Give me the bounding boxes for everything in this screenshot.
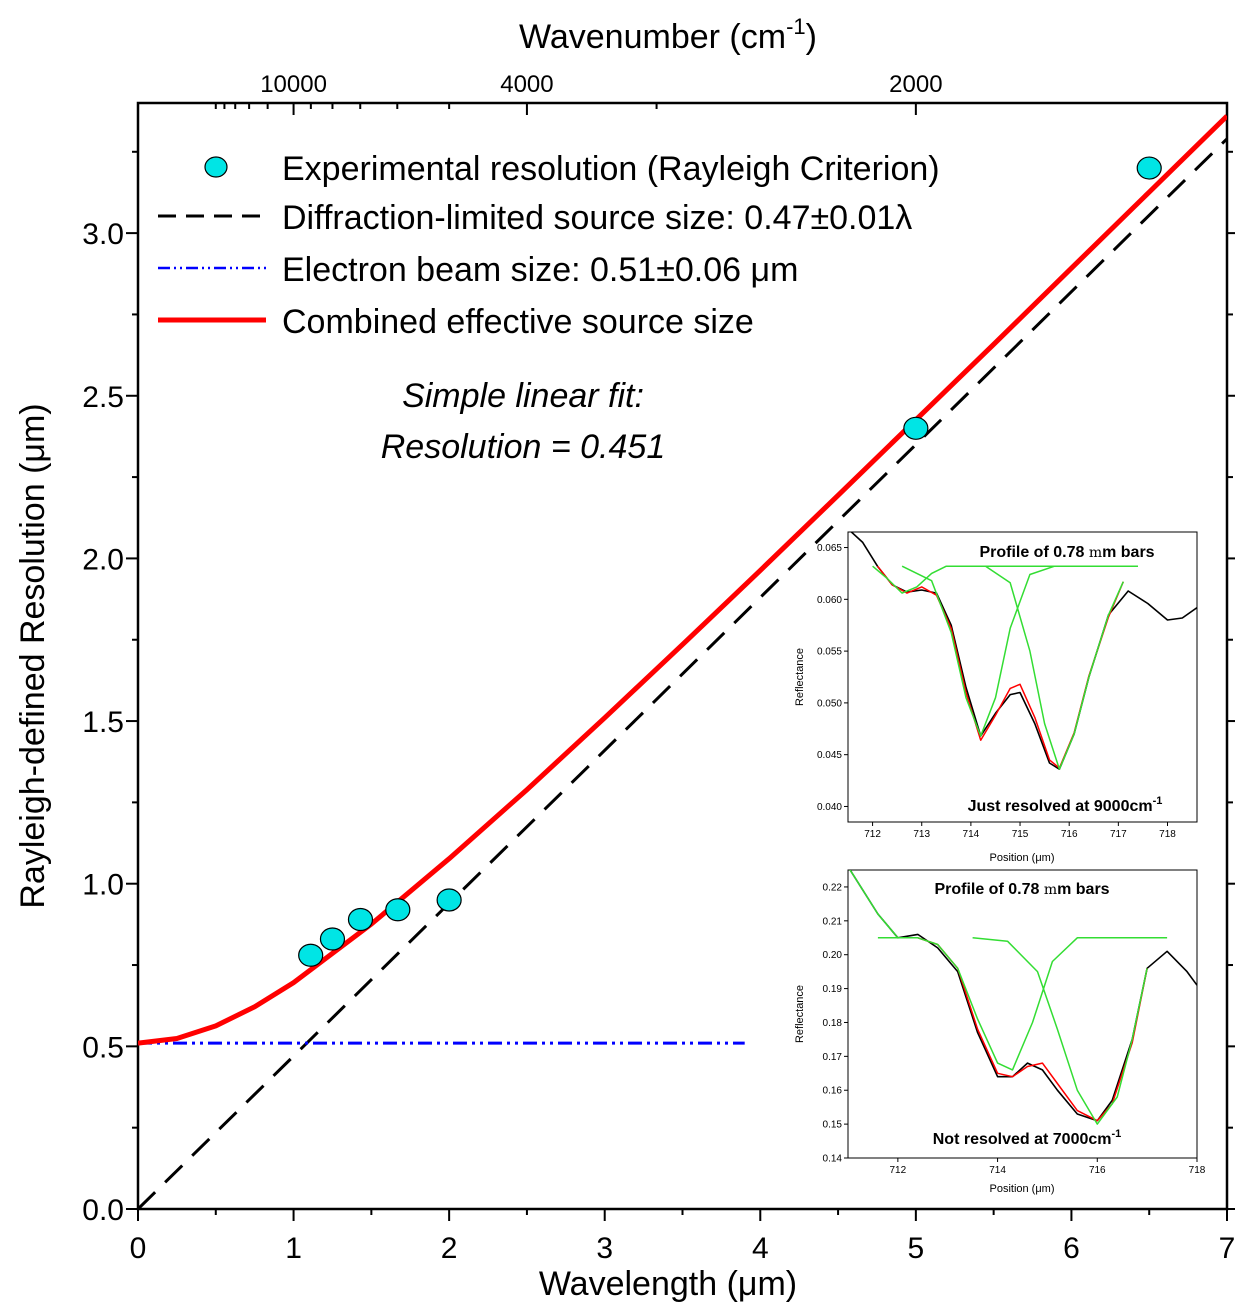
inset-y-tick-label: 0.060 [817, 595, 842, 606]
y-tick-label: 2.5 [82, 381, 124, 414]
x-tick-label: 4 [752, 1232, 769, 1265]
inset-y-tick-label: 0.065 [817, 543, 842, 554]
inset-y-tick-label: 0.055 [817, 647, 842, 658]
inset-x-tick-label: 712 [890, 1165, 907, 1176]
inset-1-background [847, 531, 1198, 823]
inset-2-background [847, 869, 1198, 1159]
legend-item-diffraction: Diffraction-limited source size: 0.47±0.… [158, 199, 912, 237]
inset-x-tick-label: 716 [1061, 829, 1078, 840]
y-tick-label: 1.5 [82, 706, 124, 739]
legend: Experimental resolution (Rayleigh Criter… [158, 150, 940, 341]
y-tick-label: 2.0 [82, 543, 124, 576]
x-tick-label: 2 [441, 1232, 458, 1265]
main-series [138, 114, 1227, 1209]
data-point [385, 898, 411, 922]
inset-x-tick-label: 714 [963, 829, 980, 840]
inset-2-series [849, 870, 1197, 1125]
legend-label-diffraction: Diffraction-limited source size: 0.47±0.… [282, 199, 912, 237]
inset-2-y-axis-title: Reflectance [794, 985, 806, 1043]
inset-y-tick-label: 0.20 [823, 950, 843, 961]
top-tick-label: 10000 [260, 71, 327, 98]
inset-y-tick-label: 0.16 [823, 1086, 843, 1097]
inset-series-component-1 [877, 937, 1168, 1071]
inset-x-tick-label: 712 [864, 829, 881, 840]
main-points [298, 156, 1162, 967]
inset-x-tick-label: 713 [913, 829, 930, 840]
inset-x-tick-label: 716 [1089, 1165, 1106, 1176]
inset-y-tick-label: 0.22 [823, 882, 843, 893]
inset-x-tick-label: 717 [1110, 829, 1127, 840]
legend-item-combined: Combined effective source size [158, 303, 754, 341]
fit-annotation-line1: Simple linear fit: [402, 377, 644, 415]
inset-series-component-3 [985, 565, 1124, 770]
inset-y-tick-label: 0.17 [823, 1052, 843, 1063]
inset-series-component-2 [849, 870, 899, 939]
data-point [319, 927, 346, 951]
inset-series-component-2 [901, 565, 1055, 737]
y-tick-label: 1.0 [82, 869, 124, 902]
data-point [436, 888, 462, 912]
inset-2-title: Profile of 0.78 mm bars [934, 881, 1109, 898]
x-axis-title: Wavelength (μm) [539, 1265, 797, 1303]
inset-x-tick-label: 718 [1189, 1165, 1206, 1176]
y-tick-label: 0.5 [82, 1031, 124, 1064]
inset-y-tick-label: 0.21 [823, 916, 843, 927]
inset-2-bottom-text: Not resolved at 7000cm-1 [933, 1128, 1122, 1148]
legend-label-combined: Combined effective source size [282, 303, 754, 341]
series-line-1 [138, 137, 1227, 1209]
legend-marker-circle [204, 156, 228, 178]
legend-label-beam: Electron beam size: 0.51±0.06 μm [282, 251, 798, 289]
inset-2-axes: 712 714 716 718 0.14 0.15 0.16 0.17 0.18 0.19 0.20… [823, 882, 1206, 1176]
inset-y-tick-label: 0.15 [823, 1120, 843, 1131]
top-tick-label: 2000 [889, 71, 942, 98]
x-tick-label: 7 [1219, 1232, 1235, 1265]
data-point [298, 943, 324, 967]
inset-x-tick-label: 714 [989, 1165, 1006, 1176]
inset-y-tick-label: 0.040 [817, 802, 842, 813]
inset-1-axes: 712 713 714 715 716 717 718 0.040 0.045 0.050 0.05… [817, 543, 1176, 840]
top-axis-title: Wavenumber (cm-1) [519, 14, 817, 56]
x-tick-label: 1 [285, 1232, 302, 1265]
inset-y-tick-label: 0.19 [823, 984, 843, 995]
x-tick-label: 5 [908, 1232, 925, 1265]
data-point [903, 416, 929, 440]
series-line-3 [138, 114, 1227, 1046]
inset-chart-2: 712 714 716 718 0.14 0.15 0.16 0.17 0.18 0.19 0.20… [794, 869, 1206, 1195]
legend-item-experimental: Experimental resolution (Rayleigh Criter… [204, 150, 940, 188]
inset-y-tick-label: 0.045 [817, 750, 842, 761]
top-tick-label: 4000 [500, 71, 553, 98]
inset-1-series [850, 532, 1197, 770]
inset-1-title: Profile of 0.78 mm bars [979, 544, 1154, 561]
inset-2-x-axis-title: Position (μm) [989, 1183, 1054, 1195]
data-point [1136, 156, 1162, 180]
inset-y-tick-label: 0.050 [817, 698, 842, 709]
x-tick-label: 6 [1063, 1232, 1080, 1265]
inset-series-component-3 [972, 937, 1148, 1125]
legend-item-beam: Electron beam size: 0.51±0.06 μm [158, 251, 798, 289]
inset-1-x-axis-title: Position (μm) [989, 852, 1054, 864]
y-tick-label: 3.0 [82, 218, 124, 251]
inset-x-tick-label: 715 [1012, 829, 1029, 840]
inset-1-bottom-text: Just resolved at 9000cm-1 [968, 795, 1163, 815]
inset-chart-1: 712 713 714 715 716 717 718 0.040 0.045 0.050 0.05… [794, 531, 1198, 864]
x-tick-label: 3 [596, 1232, 613, 1265]
inset-y-tick-label: 0.14 [823, 1154, 843, 1165]
main-axes: 0 1 2 3 4 5 6 7 0.0 0.5 1.0 1.5 2.0 2.5 3.0 10000 4000 20… [82, 71, 1235, 1265]
x-tick-label: 0 [130, 1232, 147, 1265]
data-point [347, 907, 374, 932]
inset-series-component-1 [872, 565, 1138, 594]
y-tick-label: 0.0 [82, 1194, 124, 1227]
legend-label-experimental: Experimental resolution (Rayleigh Criter… [282, 150, 940, 188]
inset-y-tick-label: 0.18 [823, 1018, 843, 1029]
y-axis-title: Rayleigh-defined Resolution (μm) [14, 403, 52, 908]
fit-annotation-line2: Resolution = 0.451 [381, 428, 665, 466]
inset-x-tick-label: 718 [1159, 829, 1176, 840]
inset-1-y-axis-title: Reflectance [794, 648, 806, 706]
